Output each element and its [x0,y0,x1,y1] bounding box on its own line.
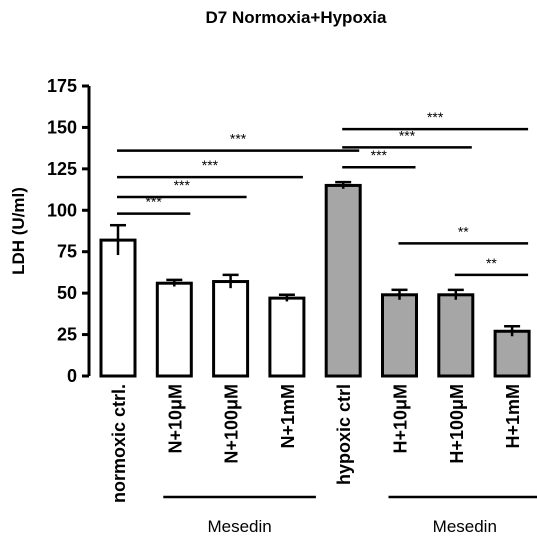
significance-label: *** [230,131,247,147]
y-axis: 0 25 50 75 100 125 150 175 [47,76,91,386]
y-tick-label: 100 [47,200,77,220]
category-label: hypoxic ctrl [334,384,354,485]
y-tick-label: 125 [47,159,77,179]
category-label: normoxic ctrl. [109,384,129,503]
category-label: H+1mM [503,384,523,449]
bar [381,293,418,378]
significance-label: ** [458,223,469,239]
group-label: Mesedin [207,517,271,536]
bar [268,296,306,378]
y-tick-label: 25 [57,325,77,345]
y-tick-label: 75 [57,242,77,262]
significance-label: *** [399,127,416,143]
bar [437,293,475,378]
group-brackets: Mesedin Mesedin [163,495,537,536]
bar [212,280,250,378]
error-bars [110,180,521,337]
significance-label: ** [486,255,497,271]
category-label: N+100μM [222,384,242,464]
y-tick-label: 175 [47,76,77,96]
category-label: N+10μM [165,384,185,454]
significance-label: *** [371,147,388,163]
group-label: Mesedin [433,517,497,536]
y-tick-label: 50 [57,283,77,303]
category-labels: normoxic ctrl. N+10μM N+100μM N+1mM hypoxic … [109,384,523,503]
category-label: H+10μM [391,384,411,454]
significance-brackets: ************************* [117,109,529,277]
category-label: H+100μM [447,384,467,464]
y-tick-label: 150 [47,117,77,137]
chart-title: D7 Normoxia+Hypoxia [206,8,387,27]
category-label: N+1mM [278,384,298,449]
significance-label: *** [427,109,444,125]
y-tick-label: 0 [67,366,77,386]
bar [324,183,362,378]
bar [493,329,531,378]
significance-label: *** [174,177,191,193]
significance-label: *** [202,157,219,173]
bar [99,238,137,378]
bar [155,281,193,378]
bars [99,183,531,378]
y-axis-label: LDH (U/ml) [9,187,28,275]
